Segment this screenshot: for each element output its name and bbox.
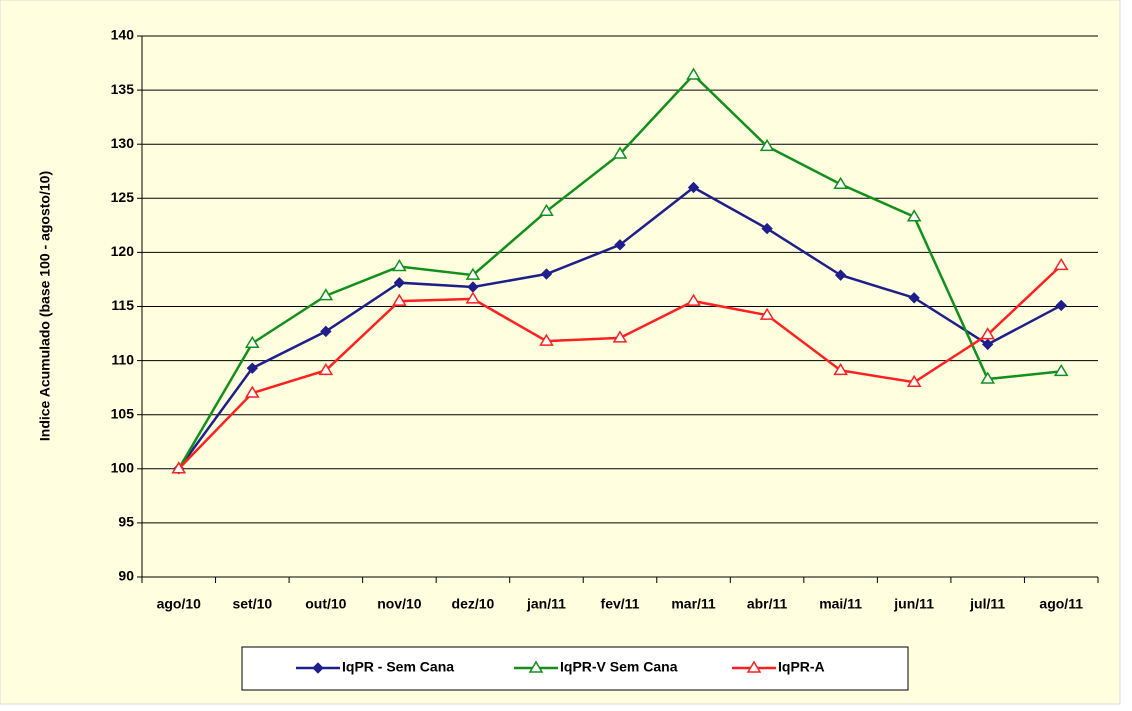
y-tick-label: 140 — [111, 27, 135, 43]
marker — [465, 291, 481, 304]
x-tick-label: ago/10 — [157, 596, 202, 612]
y-tick-label: 90 — [118, 568, 134, 584]
marker — [320, 325, 332, 338]
y-tick-label: 120 — [111, 243, 135, 259]
x-tick-label: fev/11 — [601, 596, 640, 612]
marker — [612, 330, 628, 343]
marker — [528, 660, 544, 673]
marker — [687, 181, 700, 194]
marker — [761, 222, 773, 235]
x-tick-label: jul/11 — [969, 596, 1005, 612]
x-tick-label: set/10 — [232, 596, 272, 612]
marker — [614, 239, 626, 251]
marker — [1053, 363, 1069, 377]
marker — [540, 268, 553, 280]
x-tick-label: mai/11 — [819, 596, 862, 612]
legend-label: IqPR-A — [778, 659, 825, 675]
y-tick-label: 125 — [111, 189, 135, 205]
x-tick-label: ago/11 — [1039, 596, 1083, 612]
marker — [906, 209, 922, 222]
legend-box — [241, 646, 909, 691]
marker — [833, 176, 848, 189]
marker — [246, 362, 259, 374]
marker — [244, 385, 260, 398]
y-tick-label: 135 — [111, 81, 135, 97]
x-tick-label: jan/11 — [526, 596, 566, 612]
x-tick-label: mar/11 — [671, 596, 716, 612]
marker — [318, 362, 334, 376]
marker — [759, 307, 775, 320]
marker — [906, 374, 922, 387]
y-tick-label: 105 — [111, 405, 135, 421]
marker — [312, 662, 324, 674]
y-tick-label: 95 — [118, 514, 134, 530]
marker — [746, 660, 762, 673]
legend-label: IqPR-V Sem Cana — [560, 659, 678, 675]
x-tick-label: abr/11 — [747, 596, 788, 612]
marker — [686, 67, 701, 80]
marker — [244, 335, 260, 349]
y-tick-label: 110 — [111, 351, 134, 367]
marker — [980, 327, 996, 340]
marker — [171, 461, 187, 474]
legend-label: IqPR - Sem Cana — [342, 659, 454, 675]
marker — [759, 138, 775, 152]
y-tick-label: 100 — [111, 460, 135, 476]
marker — [392, 293, 407, 306]
x-tick-label: out/10 — [305, 596, 346, 612]
y-tick-label: 130 — [111, 135, 135, 151]
x-tick-label: nov/10 — [377, 596, 422, 612]
marker — [318, 288, 334, 301]
y-tick-label: 115 — [111, 297, 134, 313]
marker — [393, 276, 406, 289]
marker — [1055, 299, 1067, 312]
marker — [1053, 257, 1069, 271]
marker — [539, 333, 554, 346]
y-axis-label: Indice Acumulado (base 100 - agosto/10) — [37, 171, 53, 441]
marker — [980, 371, 996, 384]
marker — [833, 362, 848, 376]
marker — [612, 146, 628, 159]
marker — [981, 338, 994, 351]
marker — [539, 203, 554, 217]
marker — [834, 269, 847, 281]
marker — [908, 292, 920, 304]
marker — [392, 259, 407, 272]
x-tick-label: jun/11 — [893, 596, 934, 612]
x-tick-label: dez/10 — [452, 596, 495, 612]
marker — [686, 293, 701, 306]
marker — [465, 267, 481, 280]
